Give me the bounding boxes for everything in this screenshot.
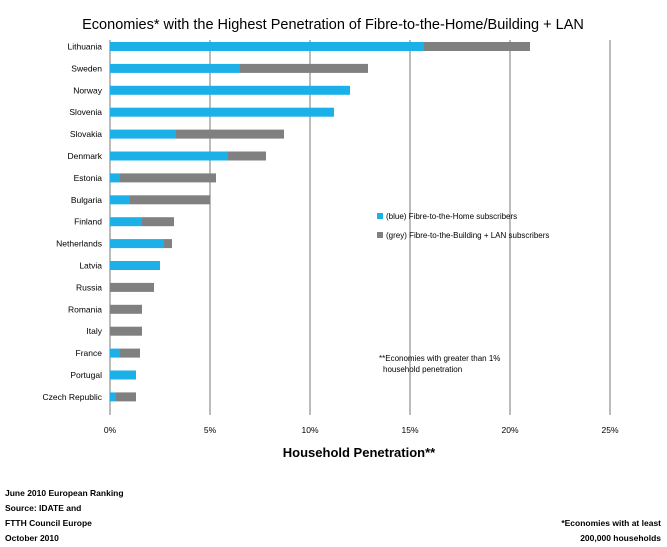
category-label: Czech Republic [42, 392, 102, 402]
category-label: Finland [74, 217, 102, 227]
category-label: Romania [68, 304, 102, 314]
legend-label: (blue) Fibre-to-the-Home subscribers [386, 212, 517, 221]
category-label: Sweden [71, 63, 102, 73]
bar-fibre-to-home [110, 195, 130, 205]
bar-fibre-to-home [110, 217, 142, 227]
category-label: Portugal [70, 370, 102, 380]
footer-left-line: June 2010 European Ranking [5, 488, 124, 498]
bar-fibre-to-building [110, 304, 142, 314]
category-label: Slovakia [70, 129, 102, 139]
category-labels: Lithuania Sweden Norway Slovenia Slovakia Den… [42, 42, 102, 402]
footer-right-line: 200,000 households [580, 533, 661, 543]
x-tick-label: 25% [601, 425, 618, 435]
footer-left-line: FTTH Council Europe [5, 518, 92, 528]
footer-left: June 2010 European Ranking Source: IDATE … [5, 488, 124, 543]
footer-right: *Economies with at least 200,000 househol… [561, 518, 661, 543]
bar-fibre-to-home [110, 63, 240, 73]
category-label: Denmark [68, 151, 103, 161]
bar-fibre-to-home [110, 173, 120, 183]
bar-fibre-to-home [110, 370, 136, 380]
bar-fibre-to-home [110, 239, 164, 249]
bar-fibre-to-building [228, 151, 266, 161]
legend-swatch [377, 232, 383, 238]
bar-fibre-to-building [164, 239, 172, 249]
x-tick-label: 10% [301, 425, 318, 435]
x-axis-label: Household Penetration** [283, 445, 436, 460]
bars [110, 42, 530, 402]
footer-left-line: Source: IDATE and [5, 503, 81, 513]
x-tick-label: 5% [204, 425, 217, 435]
bar-fibre-to-building [110, 326, 142, 336]
category-label: Russia [76, 282, 102, 292]
bar-fibre-to-building [130, 195, 210, 205]
category-label: Norway [73, 85, 103, 95]
category-label: Latvia [79, 261, 102, 271]
legend: (blue) Fibre-to-the-Home subscribers (gre… [377, 212, 549, 240]
bar-fibre-to-building [142, 217, 174, 227]
bar-fibre-to-building [424, 42, 530, 51]
annotation-line: **Economies with greater than 1% [379, 354, 500, 363]
annotation-line: household penetration [383, 365, 462, 374]
bar-fibre-to-building [240, 63, 368, 73]
gridlines [109, 40, 611, 415]
category-label: France [76, 348, 103, 358]
x-tick-label: 15% [401, 425, 418, 435]
bar-fibre-to-building [120, 173, 216, 183]
bar-fibre-to-home [110, 42, 424, 51]
footer-left-line: October 2010 [5, 533, 59, 543]
bar-fibre-to-home [110, 129, 176, 139]
bar-fibre-to-building [176, 129, 284, 139]
chart-title: Economies* with the Highest Penetration … [82, 17, 584, 33]
bar-fibre-to-building [110, 282, 154, 292]
annotation-note: **Economies with greater than 1% househol… [379, 354, 500, 374]
bar-fibre-to-building [116, 392, 136, 402]
x-tick-labels: 0% 5% 10% 15% 20% 25% [104, 425, 619, 435]
bar-fibre-to-home [110, 392, 116, 402]
category-label: Netherlands [56, 239, 102, 249]
category-label: Estonia [74, 173, 103, 183]
bar-fibre-to-home [110, 261, 160, 270]
bar-fibre-to-home [110, 85, 350, 95]
bar-fibre-to-home [110, 348, 120, 358]
footer-right-line: *Economies with at least [561, 518, 661, 528]
category-label: Slovenia [69, 107, 102, 117]
bar-fibre-to-home [110, 151, 228, 161]
bar-fibre-to-home [110, 107, 334, 117]
x-tick-label: 0% [104, 425, 117, 435]
legend-label: (grey) Fibre-to-the-Building + LAN subsc… [386, 231, 549, 240]
category-label: Bulgaria [71, 195, 102, 205]
legend-swatch [377, 213, 383, 219]
x-tick-label: 20% [501, 425, 518, 435]
category-label: Italy [86, 326, 102, 336]
category-label: Lithuania [67, 42, 102, 52]
bar-fibre-to-building [120, 348, 140, 358]
